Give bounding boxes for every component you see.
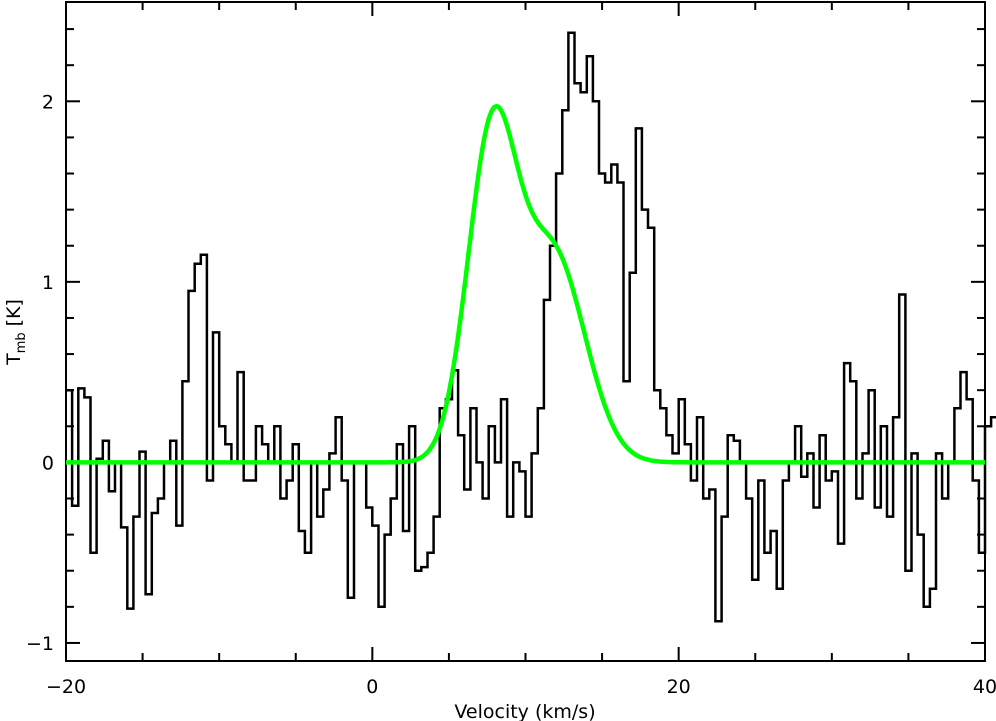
plot-frame <box>65 1 986 662</box>
y-tick-label: 1 <box>42 272 54 294</box>
x-axis-title: Velocity (km/s) <box>454 701 595 721</box>
x-tick-label: 0 <box>366 676 378 698</box>
x-tick-label: 40 <box>973 676 996 698</box>
observed-spectrum-histogram <box>66 31 996 623</box>
y-axis-title-subscript: mb <box>14 332 29 353</box>
y-tick-label: −1 <box>26 633 54 655</box>
y-axis-title-unit: [K] <box>3 299 25 326</box>
gaussian-fit-line <box>65 103 986 465</box>
y-axis-title: Tmb [K] <box>3 299 29 366</box>
y-tick-label: 2 <box>42 91 54 113</box>
y-tick-label: 0 <box>42 452 54 474</box>
x-tick-label: −20 <box>46 676 86 698</box>
axis-tick-labels: −20 0 20 40 −1 0 1 2 <box>26 91 996 698</box>
axis-ticks <box>65 2 986 661</box>
x-tick-label: 20 <box>667 676 691 698</box>
y-axis-title-main: T <box>3 353 25 366</box>
